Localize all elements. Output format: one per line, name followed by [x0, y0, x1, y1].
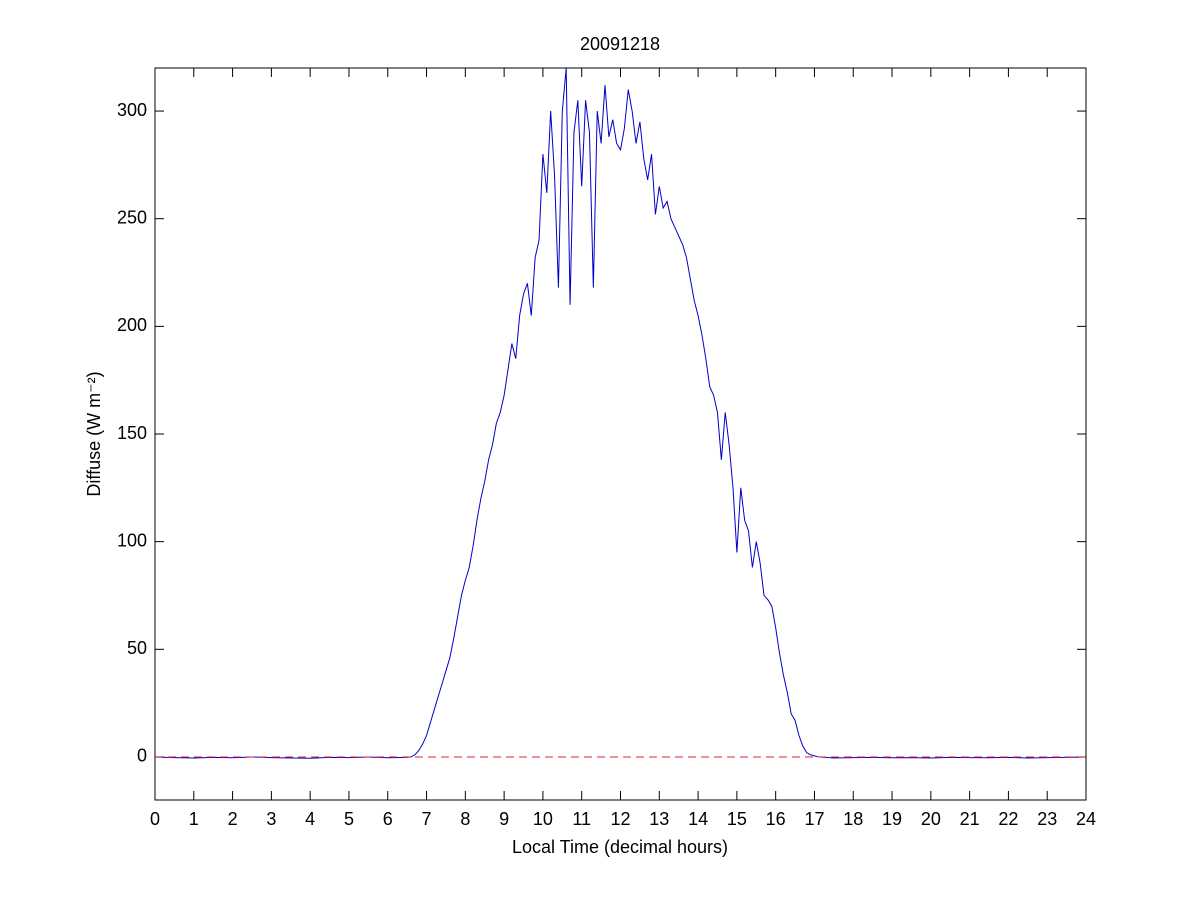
x-tick-label: 10 [533, 809, 553, 829]
x-tick-label: 0 [150, 809, 160, 829]
x-axis-label: Local Time (decimal hours) [512, 837, 728, 857]
x-tick-label: 22 [998, 809, 1018, 829]
x-tick-label: 21 [960, 809, 980, 829]
y-tick-label: 250 [117, 207, 147, 227]
x-tick-label: 13 [649, 809, 669, 829]
x-tick-label: 8 [460, 809, 470, 829]
x-tick-label: 14 [688, 809, 708, 829]
y-axis-label: Diffuse (W m⁻²) [84, 371, 104, 496]
y-tick-label: 0 [137, 746, 147, 766]
x-tick-label: 3 [266, 809, 276, 829]
x-tick-label: 5 [344, 809, 354, 829]
x-tick-label: 4 [305, 809, 315, 829]
data-line [154, 67, 1087, 759]
x-tick-label: 20 [921, 809, 941, 829]
y-tick-label: 50 [127, 638, 147, 658]
x-tick-label: 1 [189, 809, 199, 829]
x-tick-label: 15 [727, 809, 747, 829]
y-tick-label: 150 [117, 423, 147, 443]
x-tick-label: 6 [383, 809, 393, 829]
y-tick-label: 200 [117, 315, 147, 335]
x-tick-label: 19 [882, 809, 902, 829]
x-tick-label: 24 [1076, 809, 1096, 829]
x-tick-label: 7 [422, 809, 432, 829]
x-tick-label: 17 [804, 809, 824, 829]
x-tick-label: 12 [610, 809, 630, 829]
x-tick-label: 9 [499, 809, 509, 829]
chart-title: 20091218 [580, 34, 660, 54]
x-tick-label: 11 [572, 809, 591, 829]
x-tick-label: 23 [1037, 809, 1057, 829]
x-tick-label: 18 [843, 809, 863, 829]
y-tick-label: 100 [117, 530, 147, 550]
plot-frame [154, 67, 1087, 801]
y-tick-label: 300 [117, 100, 147, 120]
x-tick-label: 2 [228, 809, 238, 829]
x-tick-label: 16 [766, 809, 786, 829]
